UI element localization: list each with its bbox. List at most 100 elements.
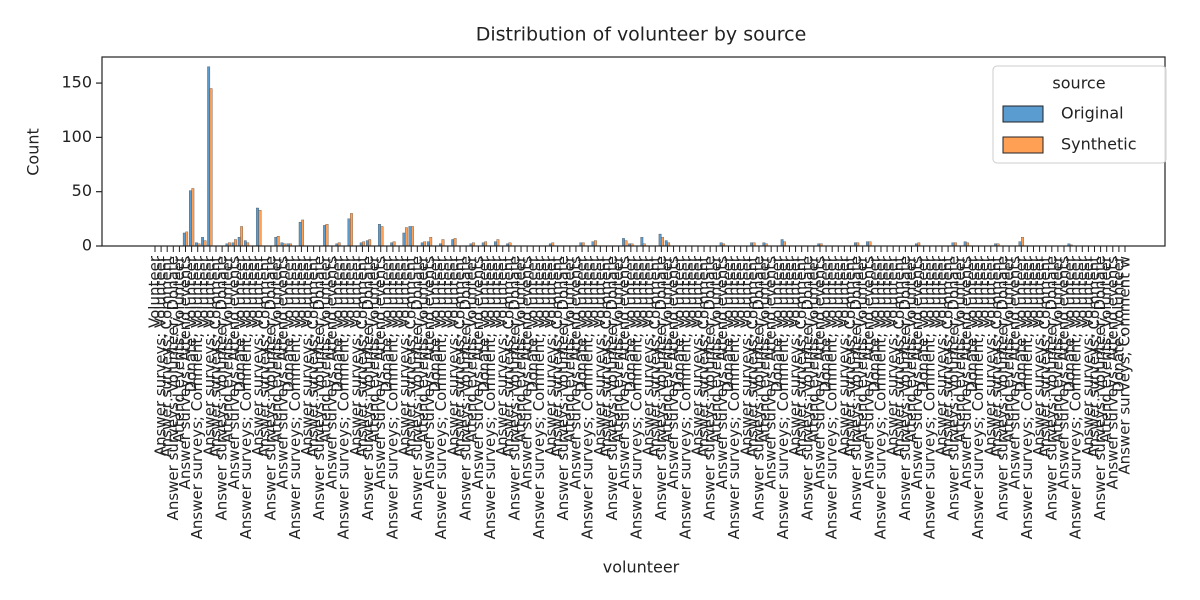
bar: [451, 239, 455, 247]
bar: [350, 213, 353, 247]
bar: [380, 226, 384, 247]
bar: [362, 241, 366, 247]
x-tick-label: Donate; Volunteer: [329, 255, 347, 392]
bar: [325, 224, 329, 247]
x-tick-label: Attend events; Volunteer: [1097, 255, 1115, 443]
x-tick-label: Attend events; Volunteer: [902, 255, 920, 443]
legend-label: Synthetic: [1061, 135, 1137, 154]
x-tick-label: Answer surveys; Volunteer; Donate: [261, 256, 279, 520]
x-tick-label: Volunteer: [536, 255, 554, 328]
bar: [496, 239, 500, 247]
x-tick-label: Answer surveys; Comment: [451, 256, 469, 458]
bar: [426, 241, 430, 247]
x-tick-label: Answer surveys; Volunteer; Donate: [1042, 256, 1060, 520]
bar: [591, 241, 595, 247]
x-tick-label: Answer surveys; Comment; Volunteer: [530, 255, 548, 539]
legend-title: source: [1052, 74, 1105, 93]
x-tick-label: Answer surveys; Comment: [402, 256, 420, 458]
x-tick-label: Answer surveys; Volunteer: [249, 255, 267, 456]
x-tick-label: Donate; Volunteer: [963, 255, 981, 392]
x-tick-label: Volunteer: [390, 255, 408, 328]
bar: [182, 232, 186, 247]
x-tick-label: Volunteer: [731, 255, 749, 328]
x-tick-label: Answer surveys; Attend events: [1103, 256, 1121, 490]
bar: [298, 221, 302, 247]
x-tick-label: Attend events; Volunteer: [268, 255, 286, 443]
x-tick-label: Answer surveys; Attend events: [518, 256, 536, 490]
x-tick-label: Attend events; Volunteer: [560, 255, 578, 443]
x-tick-label: Answer surveys; Comment: [597, 256, 615, 458]
x-tick-label: Attend events; Volunteer: [756, 255, 774, 443]
chart-title: Distribution of volunteer by source: [476, 24, 807, 46]
bar: [243, 240, 247, 247]
x-tick-label: Answer surveys; Comment; Volunteer: [774, 255, 792, 539]
x-tick-label: Answer surveys; Comment; Volunteer: [627, 255, 645, 539]
x-tick-label: Answer surveys; Comment; Volunteer: [1018, 255, 1036, 539]
bar: [423, 241, 427, 247]
x-tick-label: Donate; Volunteer: [475, 255, 493, 392]
x-tick-label: Answer surveys; Volunteer; Donate: [310, 256, 328, 520]
bar: [276, 236, 280, 247]
x-tick-label: Answer surveys; Volunteer: [347, 255, 365, 456]
x-tick-label: Answer surveys; Volunteer; Donate: [359, 256, 377, 520]
x-tick-label: Answer surveys; Attend events: [908, 256, 926, 490]
x-tick-label: Volunteer: [487, 255, 505, 328]
x-tick-label: Answer surveys; Volunteer: [298, 255, 316, 456]
x-tick-label: Answer surveys; Attend events: [713, 256, 731, 490]
x-tick-label: Answer surveys; Volunteer: [786, 255, 804, 456]
x-tick-label: Answer surveys; Volunteer; Donate: [798, 256, 816, 520]
x-tick-label: Answer surveys; Volunteer: [1030, 255, 1048, 456]
x-tick-label: Donate; Volunteer: [719, 255, 737, 392]
x-tick-label: Volunteer: [878, 255, 896, 328]
x-tick-label: Donate; Volunteer: [914, 255, 932, 392]
x-tick-label: Answer surveys; Comment; Volunteer: [920, 255, 938, 539]
x-tick-label: Attend events; Volunteer: [463, 255, 481, 443]
y-tick-label: 0: [82, 236, 92, 255]
x-tick-label: Volunteer: [146, 255, 164, 328]
x-tick-label: Attend events; Volunteer: [170, 255, 188, 443]
x-tick-label: Volunteer: [926, 255, 944, 328]
x-tick-label: Volunteer: [975, 255, 993, 328]
x-tick-label: Answer surveys; Attend events: [371, 256, 389, 490]
x-tick-label: Answer surveys; Attend events: [957, 256, 975, 490]
bar: [429, 237, 433, 247]
x-tick-label: Answer surveys; Volunteer: [200, 255, 218, 456]
bar: [402, 232, 406, 247]
bar: [378, 224, 381, 247]
bar: [484, 241, 488, 247]
x-tick-label: Attend events; Volunteer: [658, 255, 676, 443]
bar: [411, 226, 414, 247]
x-tick-label: Attend events; Volunteer: [512, 255, 530, 443]
x-tick-label: Answer surveys; Volunteer: [542, 255, 560, 456]
x-tick-label: Volunteer: [438, 255, 456, 328]
x-tick-label: Answer surveys; Volunteer: [640, 255, 658, 456]
x-tick-label: Donate; Volunteer: [768, 255, 786, 392]
bar: [274, 237, 278, 247]
bar: [866, 241, 869, 247]
x-tick-label: Answer surveys; Volunteer: [1079, 255, 1097, 456]
bar: [258, 210, 262, 247]
x-tick-label: Answer surveys; Volunteer; Donate: [701, 256, 719, 520]
x-tick-label: Answer surveys; Attend events: [664, 256, 682, 490]
x-tick-label: Volunteer: [829, 255, 847, 328]
x-tick-label: Volunteer: [194, 255, 212, 328]
x-tick-label: Volunteer: [634, 255, 652, 328]
x-tick-label: Answer surveys; Volunteer: [932, 255, 950, 456]
x-tick-label: Answer surveys; Volunteer: [884, 255, 902, 456]
x-tick-label: Answer surveys; Attend events: [274, 256, 292, 490]
x-tick-label: Attend events; Volunteer: [853, 255, 871, 443]
x-tick-label: Answer surveys; Volunteer; Donate: [213, 256, 231, 520]
x-tick-label: Volunteer: [243, 255, 261, 328]
x-tick-label: Answer surveys; Comment; Volunteer: [481, 255, 499, 539]
x-tick-label: Attend events; Volunteer: [365, 255, 383, 443]
x-tick-label: Donate; Volunteer: [621, 255, 639, 392]
bar: [207, 66, 211, 247]
x-tick-label: Answer surveys; Attend events: [1006, 256, 1024, 490]
bar: [240, 226, 243, 247]
legend: source Original Synthetic: [992, 65, 1167, 164]
x-tick-label: Donate; Volunteer: [573, 255, 591, 392]
bar: [640, 237, 644, 247]
x-tick-label: Answer surveys; Volunteer: [737, 255, 755, 456]
